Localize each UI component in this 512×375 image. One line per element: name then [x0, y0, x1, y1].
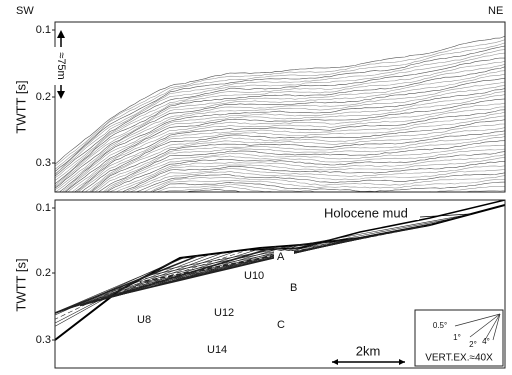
- reflector: [55, 77, 505, 189]
- reflector: [55, 66, 505, 185]
- reflector: [125, 165, 505, 192]
- reflector: [151, 181, 505, 192]
- clinoform: [55, 253, 212, 314]
- panel-frame: [54, 21, 506, 193]
- y-tick-label: 0.2: [36, 267, 51, 279]
- label-bg: [134, 314, 154, 326]
- annotation: Holocene mud: [324, 205, 408, 220]
- y-tick-label: 0.1: [36, 24, 51, 36]
- annotation: U8: [137, 314, 151, 326]
- reflector: [55, 45, 505, 172]
- vert-ex-label: VERT.EX.≈40X: [425, 353, 493, 364]
- sw-label: SW: [16, 5, 34, 17]
- reflector: [55, 57, 505, 177]
- reflector: [55, 42, 505, 170]
- reflector: [74, 109, 505, 192]
- scale-bar-label: 2km: [356, 343, 381, 358]
- dip-label: 1°: [453, 333, 461, 342]
- reflector: [61, 91, 505, 192]
- reflector: [71, 106, 505, 192]
- reflector: [55, 61, 505, 179]
- reflector: [55, 52, 505, 175]
- reflector: [94, 136, 505, 192]
- reflector: [184, 189, 246, 192]
- reflector: [55, 73, 505, 188]
- reflector: [88, 127, 505, 192]
- reflector: [163, 186, 505, 192]
- holocene-top: [249, 200, 505, 251]
- arrow-heads: [57, 30, 65, 99]
- panel-frame: [54, 199, 506, 369]
- y-tick-label: 0.1: [36, 202, 51, 214]
- reflector: [55, 39, 505, 167]
- reflector: [55, 81, 505, 190]
- ne-label: NE: [488, 5, 503, 17]
- clinoform: [55, 275, 147, 324]
- reflector: [78, 115, 505, 192]
- reflector: [55, 215, 505, 275]
- reflector: [84, 123, 505, 192]
- label-bg: [211, 307, 231, 319]
- clinoform: [64, 250, 238, 311]
- reflector: [149, 178, 505, 192]
- clinoform: [59, 252, 225, 312]
- label-bg: [54, 47, 68, 85]
- dip-lines: [454, 313, 501, 341]
- reflector: [55, 70, 505, 187]
- y-axis-label: TWTT [s]: [13, 80, 28, 133]
- interpretation: [55, 200, 505, 356]
- label-bg: [287, 282, 307, 294]
- reflector: [121, 161, 505, 192]
- reflector: [142, 175, 505, 192]
- annotation: C: [277, 319, 285, 331]
- label-bg: [274, 319, 294, 331]
- label-bg: [241, 270, 261, 282]
- label-bg: [323, 208, 419, 220]
- reflector: [134, 172, 505, 192]
- seismic-profile: [55, 35, 505, 275]
- clinoform: [55, 255, 199, 315]
- reflector: [102, 144, 505, 192]
- reflector: [67, 102, 505, 192]
- reflector: [106, 151, 505, 192]
- reflector: [58, 88, 505, 192]
- reflector: [91, 133, 505, 192]
- reflector: [104, 148, 505, 192]
- clinoform: [69, 248, 251, 309]
- y-tick-label: 0.2: [36, 91, 51, 103]
- annotation: A: [277, 251, 285, 263]
- reflector: [97, 140, 505, 192]
- y-axis-label: TWTT [s]: [13, 258, 28, 311]
- clinoform: [149, 217, 459, 276]
- annotation: U14: [207, 344, 227, 356]
- reflector: [55, 85, 505, 192]
- reflector: [80, 119, 505, 192]
- y-tick-label: 0.3: [36, 157, 51, 169]
- label-bg: [274, 251, 294, 263]
- reflector: [90, 130, 505, 192]
- reflector: [76, 111, 505, 192]
- label-bg: [204, 344, 224, 356]
- annotation: U12: [214, 307, 234, 319]
- reflector: [63, 94, 505, 192]
- clinoform: [144, 220, 446, 279]
- dip-label: 4°: [482, 337, 490, 346]
- annotation: U10: [244, 270, 264, 282]
- reflector: [55, 35, 505, 165]
- reflector: [108, 154, 505, 192]
- reflector: [64, 98, 505, 192]
- scale-label: ≈75m: [55, 52, 67, 79]
- dip-box: [414, 309, 504, 367]
- y-tick-label: 0.3: [36, 334, 51, 346]
- leader-line: [419, 213, 471, 218]
- clinoform: [154, 213, 472, 272]
- reflector: [154, 183, 505, 192]
- annotation: B: [290, 282, 297, 294]
- reflector: [55, 64, 505, 181]
- dip-label: 0.5°: [433, 321, 447, 330]
- reflector: [115, 157, 505, 192]
- dip-label: 2°: [469, 340, 477, 349]
- reflector: [55, 49, 505, 175]
